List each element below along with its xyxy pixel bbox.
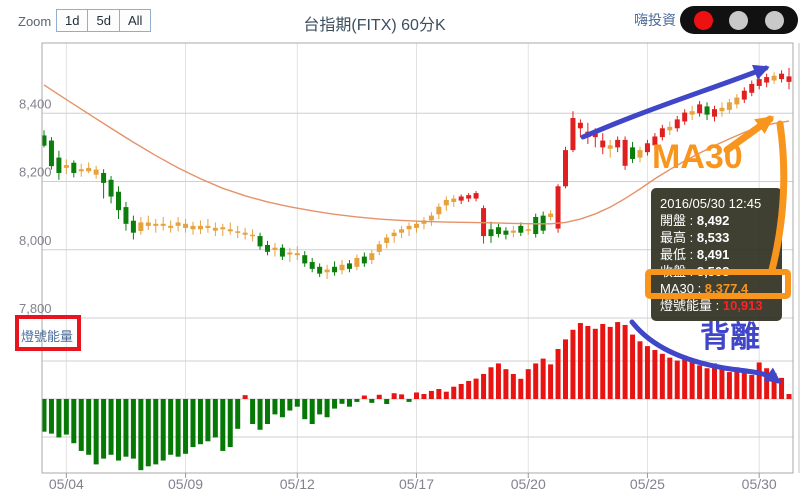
- date-axis-label: 05/04: [49, 476, 84, 492]
- zoom-button-group: 1d 5d All: [56, 9, 152, 32]
- date-axis-label: 05/09: [168, 476, 203, 492]
- energy-label-highlight-annotation: [15, 315, 81, 351]
- candle-tooltip: 2016/05/30 12:45 開盤 : 8,492 最高 : 8,533 最低 …: [651, 188, 782, 321]
- price-axis-label: 8,200: [19, 165, 52, 180]
- tooltip-row-最低: 最低 : 8,491: [660, 247, 730, 262]
- traffic-light-3: [764, 10, 784, 30]
- traffic-light-logo: [680, 6, 798, 34]
- date-axis-label: 05/20: [511, 476, 546, 492]
- tooltip-row-energy: 燈號能量 : 10,913: [660, 298, 763, 313]
- tooltip-datetime: 2016/05/30 12:45: [660, 196, 762, 211]
- page-title: 台指期(FITX) 60分K: [303, 17, 446, 34]
- zoom-button-1d[interactable]: 1d: [56, 9, 89, 32]
- traffic-light-2: [729, 10, 749, 30]
- date-axis-label: 05/12: [280, 476, 315, 492]
- date-axis-label: 05/17: [399, 476, 434, 492]
- price-axis-label: 7,800: [19, 301, 52, 316]
- brand-name: 嗨投資: [634, 12, 676, 28]
- energy-panel-label: 燈號能量: [21, 329, 74, 344]
- price-axis-label: 8,400: [19, 96, 52, 111]
- zoom-range-label: Zoom: [18, 14, 52, 29]
- ma30-line: [43, 84, 790, 225]
- tooltip-row-ma30: MA30 : 8,377.4: [660, 281, 749, 296]
- axes: 8,400 8,200 8,000 7,800 05/04 05/09 05/12 05/17…: [19, 42, 800, 492]
- tooltip-row-開盤: 開盤 : 8,492: [660, 213, 730, 228]
- tooltip-row-最高: 最高 : 8,533: [660, 230, 730, 245]
- date-axis-label: 05/25: [630, 476, 665, 492]
- date-axis-label: 05/30: [742, 476, 777, 492]
- brand-area: 嗨投資: [634, 6, 798, 34]
- zoom-button-all[interactable]: All: [118, 9, 152, 32]
- price-axis-label: 8,000: [19, 233, 52, 248]
- tooltip-row-收盤: 收盤 : 8,508: [660, 264, 730, 279]
- traffic-light-1: [694, 10, 714, 30]
